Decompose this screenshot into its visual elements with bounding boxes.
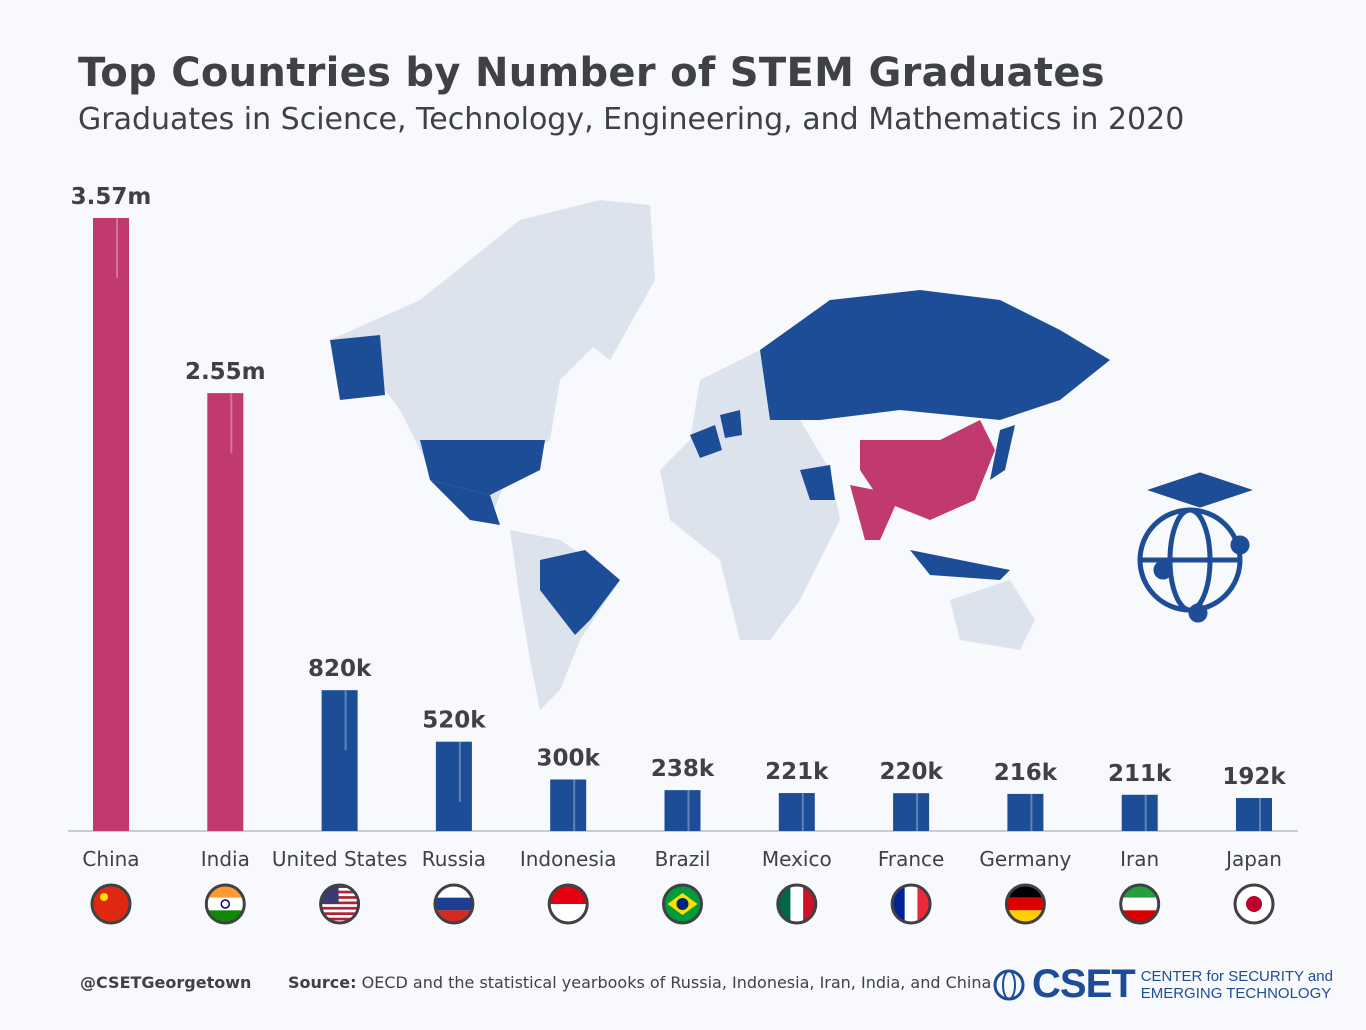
data-label: 820k bbox=[308, 656, 372, 682]
bar-germany bbox=[1007, 793, 1044, 831]
data-label: 220k bbox=[879, 759, 943, 785]
category-label: Brazil bbox=[655, 847, 711, 871]
logo-line1: CENTER for SECURITY and bbox=[1140, 967, 1333, 985]
germany-region bbox=[720, 410, 742, 438]
bar-iran bbox=[1121, 794, 1158, 831]
japan-region bbox=[990, 425, 1015, 480]
data-label: 300k bbox=[537, 745, 601, 771]
data-label: 221k bbox=[765, 759, 829, 785]
india-flag-icon bbox=[204, 883, 246, 925]
mexico-flag-icon bbox=[776, 883, 818, 925]
logo-line2: EMERGING TECHNOLOGY bbox=[1140, 984, 1332, 1002]
bar-indonesia bbox=[550, 779, 587, 831]
source-note: Source: OECD and the statistical yearboo… bbox=[288, 973, 991, 992]
category-label: Indonesia bbox=[520, 847, 617, 871]
france-region bbox=[690, 425, 722, 458]
russia-flag-icon bbox=[433, 883, 475, 925]
iran-flag-icon bbox=[1119, 883, 1161, 925]
data-label: 192k bbox=[1222, 764, 1286, 790]
chart-subtitle: Graduates in Science, Technology, Engine… bbox=[78, 102, 1185, 137]
category-label: United States bbox=[272, 847, 407, 871]
category-label: France bbox=[878, 847, 945, 871]
brazil-flag-icon bbox=[662, 883, 703, 925]
data-label: 216k bbox=[994, 760, 1058, 786]
category-label: Russia bbox=[422, 847, 486, 871]
data-label: 3.57m bbox=[71, 184, 152, 210]
europe-africa-land bbox=[660, 350, 840, 640]
cset-logo: CSET CENTER for SECURITY and EMERGING TEC… bbox=[992, 962, 1333, 1007]
world-map bbox=[330, 200, 1110, 710]
data-label: 520k bbox=[422, 708, 486, 734]
iran-region bbox=[800, 465, 835, 500]
data-label: 211k bbox=[1108, 761, 1172, 787]
australia-land bbox=[950, 580, 1035, 650]
russia-region bbox=[760, 290, 1110, 420]
bar-japan bbox=[1236, 798, 1272, 831]
indonesia-region bbox=[910, 550, 1010, 580]
japan-flag-icon bbox=[1233, 883, 1275, 925]
bar-united-states bbox=[321, 690, 358, 831]
bar-china bbox=[93, 218, 129, 831]
bar-mexico bbox=[778, 793, 815, 831]
indonesia-flag-icon bbox=[547, 883, 589, 925]
greenland-land bbox=[540, 200, 655, 360]
data-label: 238k bbox=[651, 756, 715, 782]
data-label: 2.55m bbox=[185, 359, 266, 385]
source-label: Source: bbox=[288, 973, 357, 992]
bar-france bbox=[893, 793, 930, 831]
bar-india bbox=[207, 393, 244, 831]
cset-globe-icon bbox=[993, 969, 1025, 1000]
germany-flag-icon bbox=[1004, 883, 1046, 925]
logo-wordmark: CSET bbox=[1032, 962, 1136, 1006]
chart-title: Top Countries by Number of STEM Graduate… bbox=[78, 50, 1105, 96]
alaska-region bbox=[330, 335, 385, 400]
category-label: Germany bbox=[979, 847, 1071, 871]
category-label: India bbox=[201, 847, 250, 871]
usa-region bbox=[420, 440, 545, 495]
usa-flag-icon bbox=[319, 883, 361, 925]
graduation-globe-icon bbox=[1137, 472, 1253, 623]
category-label: Mexico bbox=[762, 847, 832, 871]
category-label: Iran bbox=[1120, 847, 1159, 871]
twitter-handle: @CSETGeorgetown bbox=[80, 973, 252, 992]
bar-russia bbox=[435, 741, 472, 831]
source-text: OECD and the statistical yearbooks of Ru… bbox=[361, 973, 992, 992]
france-flag-icon bbox=[890, 883, 932, 925]
category-label: Japan bbox=[1224, 847, 1282, 871]
india-region bbox=[850, 485, 900, 540]
category-label: China bbox=[82, 847, 139, 871]
mexico-region bbox=[430, 480, 500, 525]
brazil-region bbox=[540, 550, 620, 635]
china-flag-icon bbox=[90, 883, 132, 925]
bar-brazil bbox=[664, 790, 701, 831]
